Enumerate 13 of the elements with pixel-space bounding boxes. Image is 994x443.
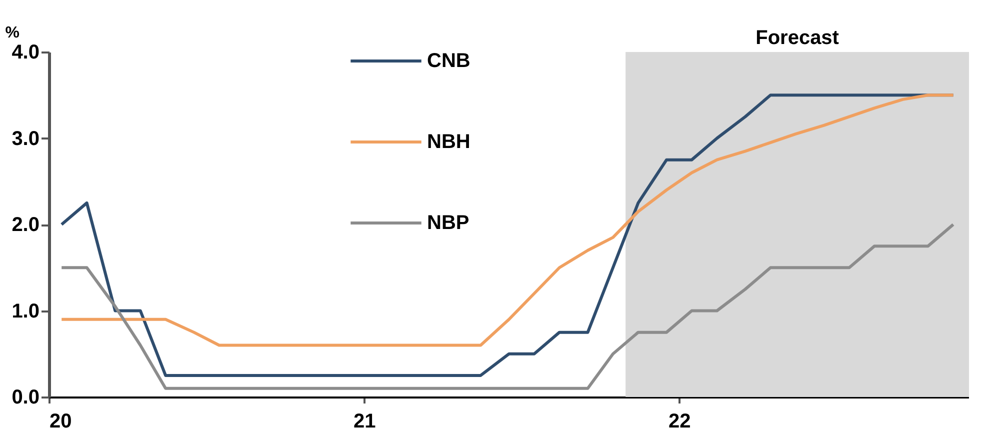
x-tick-label: 21 [353, 410, 376, 432]
y-tick-label: 4.0 [12, 42, 40, 64]
y-tick-label: 3.0 [12, 128, 40, 150]
x-tick-label: 22 [668, 410, 691, 432]
legend-label: CNB [427, 50, 470, 72]
band-label: Forecast [756, 27, 840, 49]
y-tick-label: 0.0 [12, 386, 40, 408]
legend-label: NBP [427, 212, 470, 234]
legend-label: NBH [427, 131, 470, 153]
y-tick-label: 2.0 [12, 214, 40, 236]
y-axis-title: % [5, 24, 20, 42]
y-tick-label: 1.0 [12, 300, 40, 322]
x-tick-label: 20 [50, 410, 72, 432]
